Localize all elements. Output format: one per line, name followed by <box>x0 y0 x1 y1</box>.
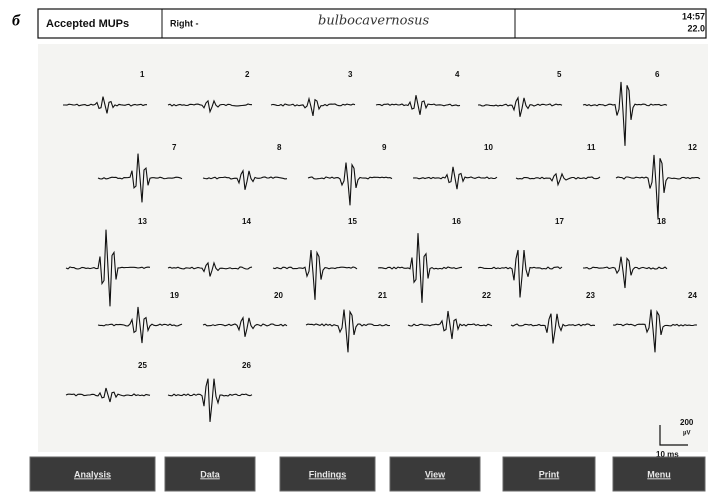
button[interactable]: Analysis <box>30 457 155 491</box>
panel-label: б <box>12 13 21 30</box>
mup-number: 22 <box>482 291 491 300</box>
mup-number: 15 <box>348 217 357 226</box>
button-label[interactable]: Findings <box>309 469 347 479</box>
mup-number: 11 <box>587 143 596 152</box>
mup-number: 5 <box>557 70 562 79</box>
date: 22.0 <box>687 23 705 33</box>
mup-number: 3 <box>348 70 353 79</box>
button[interactable]: Findings <box>280 457 375 491</box>
button-label[interactable]: Print <box>539 469 560 479</box>
button[interactable]: Data <box>165 457 255 491</box>
scale-amplitude: 200 <box>680 418 694 427</box>
mup-number: 2 <box>245 70 250 79</box>
mup-number: 14 <box>242 217 251 226</box>
mup-number: 18 <box>657 217 666 226</box>
mup-number: 9 <box>382 143 387 152</box>
mup-number: 17 <box>555 217 564 226</box>
time: 14:57 <box>682 11 705 21</box>
mup-number: 13 <box>138 217 147 226</box>
scale-amplitude-unit: µV <box>683 431 690 437</box>
mup-number: 19 <box>170 291 179 300</box>
mup-number: 20 <box>274 291 283 300</box>
mup-number: 4 <box>455 70 460 79</box>
mup-number: 8 <box>277 143 282 152</box>
button-label[interactable]: Menu <box>647 469 671 479</box>
mup-number: 7 <box>172 143 177 152</box>
mup-number: 12 <box>688 143 697 152</box>
header-title: Accepted MUPs <box>46 18 129 30</box>
button[interactable]: Menu <box>613 457 705 491</box>
button[interactable]: Print <box>503 457 595 491</box>
mup-number: 21 <box>378 291 387 300</box>
button-label[interactable]: Data <box>200 469 221 479</box>
header-bar: Accepted MUPs Right - bulbocavernosus 14… <box>38 9 706 38</box>
mup-number: 24 <box>688 291 697 300</box>
mup-number: 25 <box>138 361 147 370</box>
mup-number: 23 <box>586 291 595 300</box>
muscle: bulbocavernosus <box>318 14 430 29</box>
mup-number: 1 <box>140 70 145 79</box>
mup-number: 6 <box>655 70 660 79</box>
side: Right - <box>170 18 199 28</box>
mup-number: 26 <box>242 361 251 370</box>
button-label[interactable]: View <box>425 469 446 479</box>
mup-number: 16 <box>452 217 461 226</box>
button-label[interactable]: Analysis <box>74 469 111 479</box>
button[interactable]: View <box>390 457 480 491</box>
mup-number: 10 <box>484 143 493 152</box>
screen: б Accepted MUPs Right - bulbocavernosus … <box>0 0 710 497</box>
